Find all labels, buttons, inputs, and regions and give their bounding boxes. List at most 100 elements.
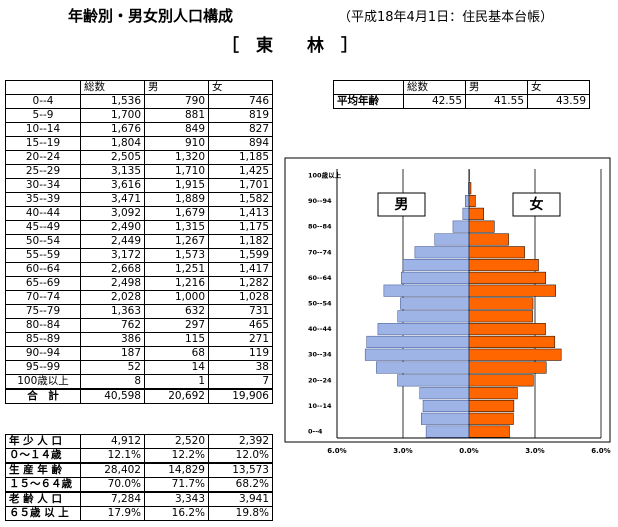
table-cell: 45--49 — [5, 220, 81, 235]
table-cell: 年 少 人 口 — [5, 434, 81, 449]
table-cell: 12.2% — [144, 448, 209, 464]
data-row: 25--29 3,135 1,710 1,425 — [5, 164, 273, 179]
bar — [462, 207, 470, 220]
table-cell: 1,028 — [208, 290, 273, 305]
table-cell: 1,267 — [144, 234, 209, 249]
table-cell: 25--29 — [5, 164, 81, 179]
table-cell: 790 — [144, 94, 209, 109]
data-row: 90--94 187 68 119 — [5, 346, 273, 361]
table-cell: 3,616 — [80, 178, 145, 193]
x-tick-label: 3.0% — [393, 447, 412, 455]
bar — [468, 246, 525, 259]
data-row: 85--89 386 115 271 — [5, 332, 273, 347]
bar — [414, 246, 470, 259]
bar — [468, 399, 515, 412]
table-cell: 849 — [144, 122, 209, 137]
table-cell: 3,092 — [80, 206, 145, 221]
header-row: 総数男女 — [333, 80, 590, 95]
data-row: 20--24 2,505 1,320 1,185 — [5, 150, 273, 165]
bar — [468, 361, 547, 374]
table-cell: 3,343 — [144, 491, 209, 507]
bar — [468, 310, 533, 323]
y-tick-label: 40--44 — [308, 325, 332, 333]
bar — [468, 297, 534, 310]
table-cell: 16.2% — [144, 506, 209, 521]
table-cell: 910 — [144, 136, 209, 151]
table-cell: 1,315 — [144, 220, 209, 235]
table-cell: 20--24 — [5, 150, 81, 165]
data-row: 55--59 3,172 1,573 1,599 — [5, 248, 273, 263]
table-cell: 3,135 — [80, 164, 145, 179]
x-tick-label: 0.0% — [459, 447, 478, 455]
table-cell: 40,598 — [80, 388, 145, 404]
group-share-row: ０～１４歳 12.1% 12.2% 12.0% — [5, 448, 273, 464]
table-cell: 1,889 — [144, 192, 209, 207]
table-cell: 男 — [144, 80, 209, 95]
table-cell: 1,701 — [208, 178, 273, 193]
table-cell: 1,425 — [208, 164, 273, 179]
table-cell: 1,320 — [144, 150, 209, 165]
table-cell: 2,392 — [208, 434, 273, 449]
table-cell: 総数 — [403, 80, 466, 95]
data-row: 65--69 2,498 1,216 1,282 — [5, 276, 273, 291]
table-cell: 38 — [208, 360, 273, 375]
table-cell: 68 — [144, 346, 209, 361]
table-cell: 68.2% — [208, 477, 273, 493]
bar — [366, 335, 470, 348]
table-cell: 19.8% — [208, 506, 273, 521]
bar — [468, 182, 472, 195]
data-row: 50--54 2,449 1,267 1,182 — [5, 234, 273, 249]
y-tick-label: 50--54 — [308, 300, 332, 308]
table-cell: 2,498 — [80, 276, 145, 291]
table-cell: 13,573 — [208, 462, 273, 478]
total-row: 合 計 40,598 20,692 19,906 — [5, 388, 273, 404]
data-row: 平均年齢 42.55 41.55 43.59 — [333, 94, 590, 109]
table-cell: 1,216 — [144, 276, 209, 291]
x-tick-label: 6.0% — [327, 447, 346, 455]
bar — [383, 284, 470, 297]
bar — [377, 323, 470, 336]
table-cell: 4,912 — [80, 434, 145, 449]
table-cell: 3,471 — [80, 192, 145, 207]
bar — [468, 387, 518, 400]
data-row: 35--39 3,471 1,889 1,582 — [5, 192, 273, 207]
table-cell: 1,363 — [80, 304, 145, 319]
table-cell: 14 — [144, 360, 209, 375]
table-cell: 70--74 — [5, 290, 81, 305]
bar — [468, 284, 556, 297]
table-cell: 1,582 — [208, 192, 273, 207]
y-tick-label: 80--84 — [308, 223, 332, 231]
table-cell: 1,599 — [208, 248, 273, 263]
table-cell: 3,941 — [208, 491, 273, 507]
chart-frame — [284, 157, 611, 443]
bar — [364, 348, 470, 361]
legend-label: 男 — [395, 197, 409, 213]
data-row: 70--74 2,028 1,000 1,028 — [5, 290, 273, 305]
data-row: 0--4 1,536 790 746 — [5, 94, 273, 109]
table-cell: 総数 — [80, 80, 145, 95]
table-cell: 1,251 — [144, 262, 209, 277]
legend-box — [377, 192, 426, 217]
table-cell: 1,676 — [80, 122, 145, 137]
y-tick-label: 0--4 — [308, 428, 323, 436]
bar — [468, 348, 562, 361]
bar — [397, 310, 470, 323]
data-row: 100歳以上 8 1 7 — [5, 374, 273, 390]
table-cell: 465 — [208, 318, 273, 333]
area-name: ［ 東 林 ］ — [222, 36, 358, 56]
table-cell: 271 — [208, 332, 273, 347]
bar — [419, 387, 470, 400]
bar — [468, 412, 514, 425]
y-tick-label: 60--64 — [308, 274, 332, 282]
table-cell: 女 — [208, 80, 273, 95]
data-row: 10--14 1,676 849 827 — [5, 122, 273, 137]
bar — [465, 195, 470, 208]
x-tick-label: 6.0% — [591, 447, 610, 455]
table-cell: 28,402 — [80, 462, 145, 478]
table-cell: 1,175 — [208, 220, 273, 235]
bar — [425, 425, 470, 438]
table-cell: 55--59 — [5, 248, 81, 263]
table-cell: 老 齢 人 口 — [5, 491, 81, 507]
table-cell: 1,804 — [80, 136, 145, 151]
bar — [421, 412, 470, 425]
